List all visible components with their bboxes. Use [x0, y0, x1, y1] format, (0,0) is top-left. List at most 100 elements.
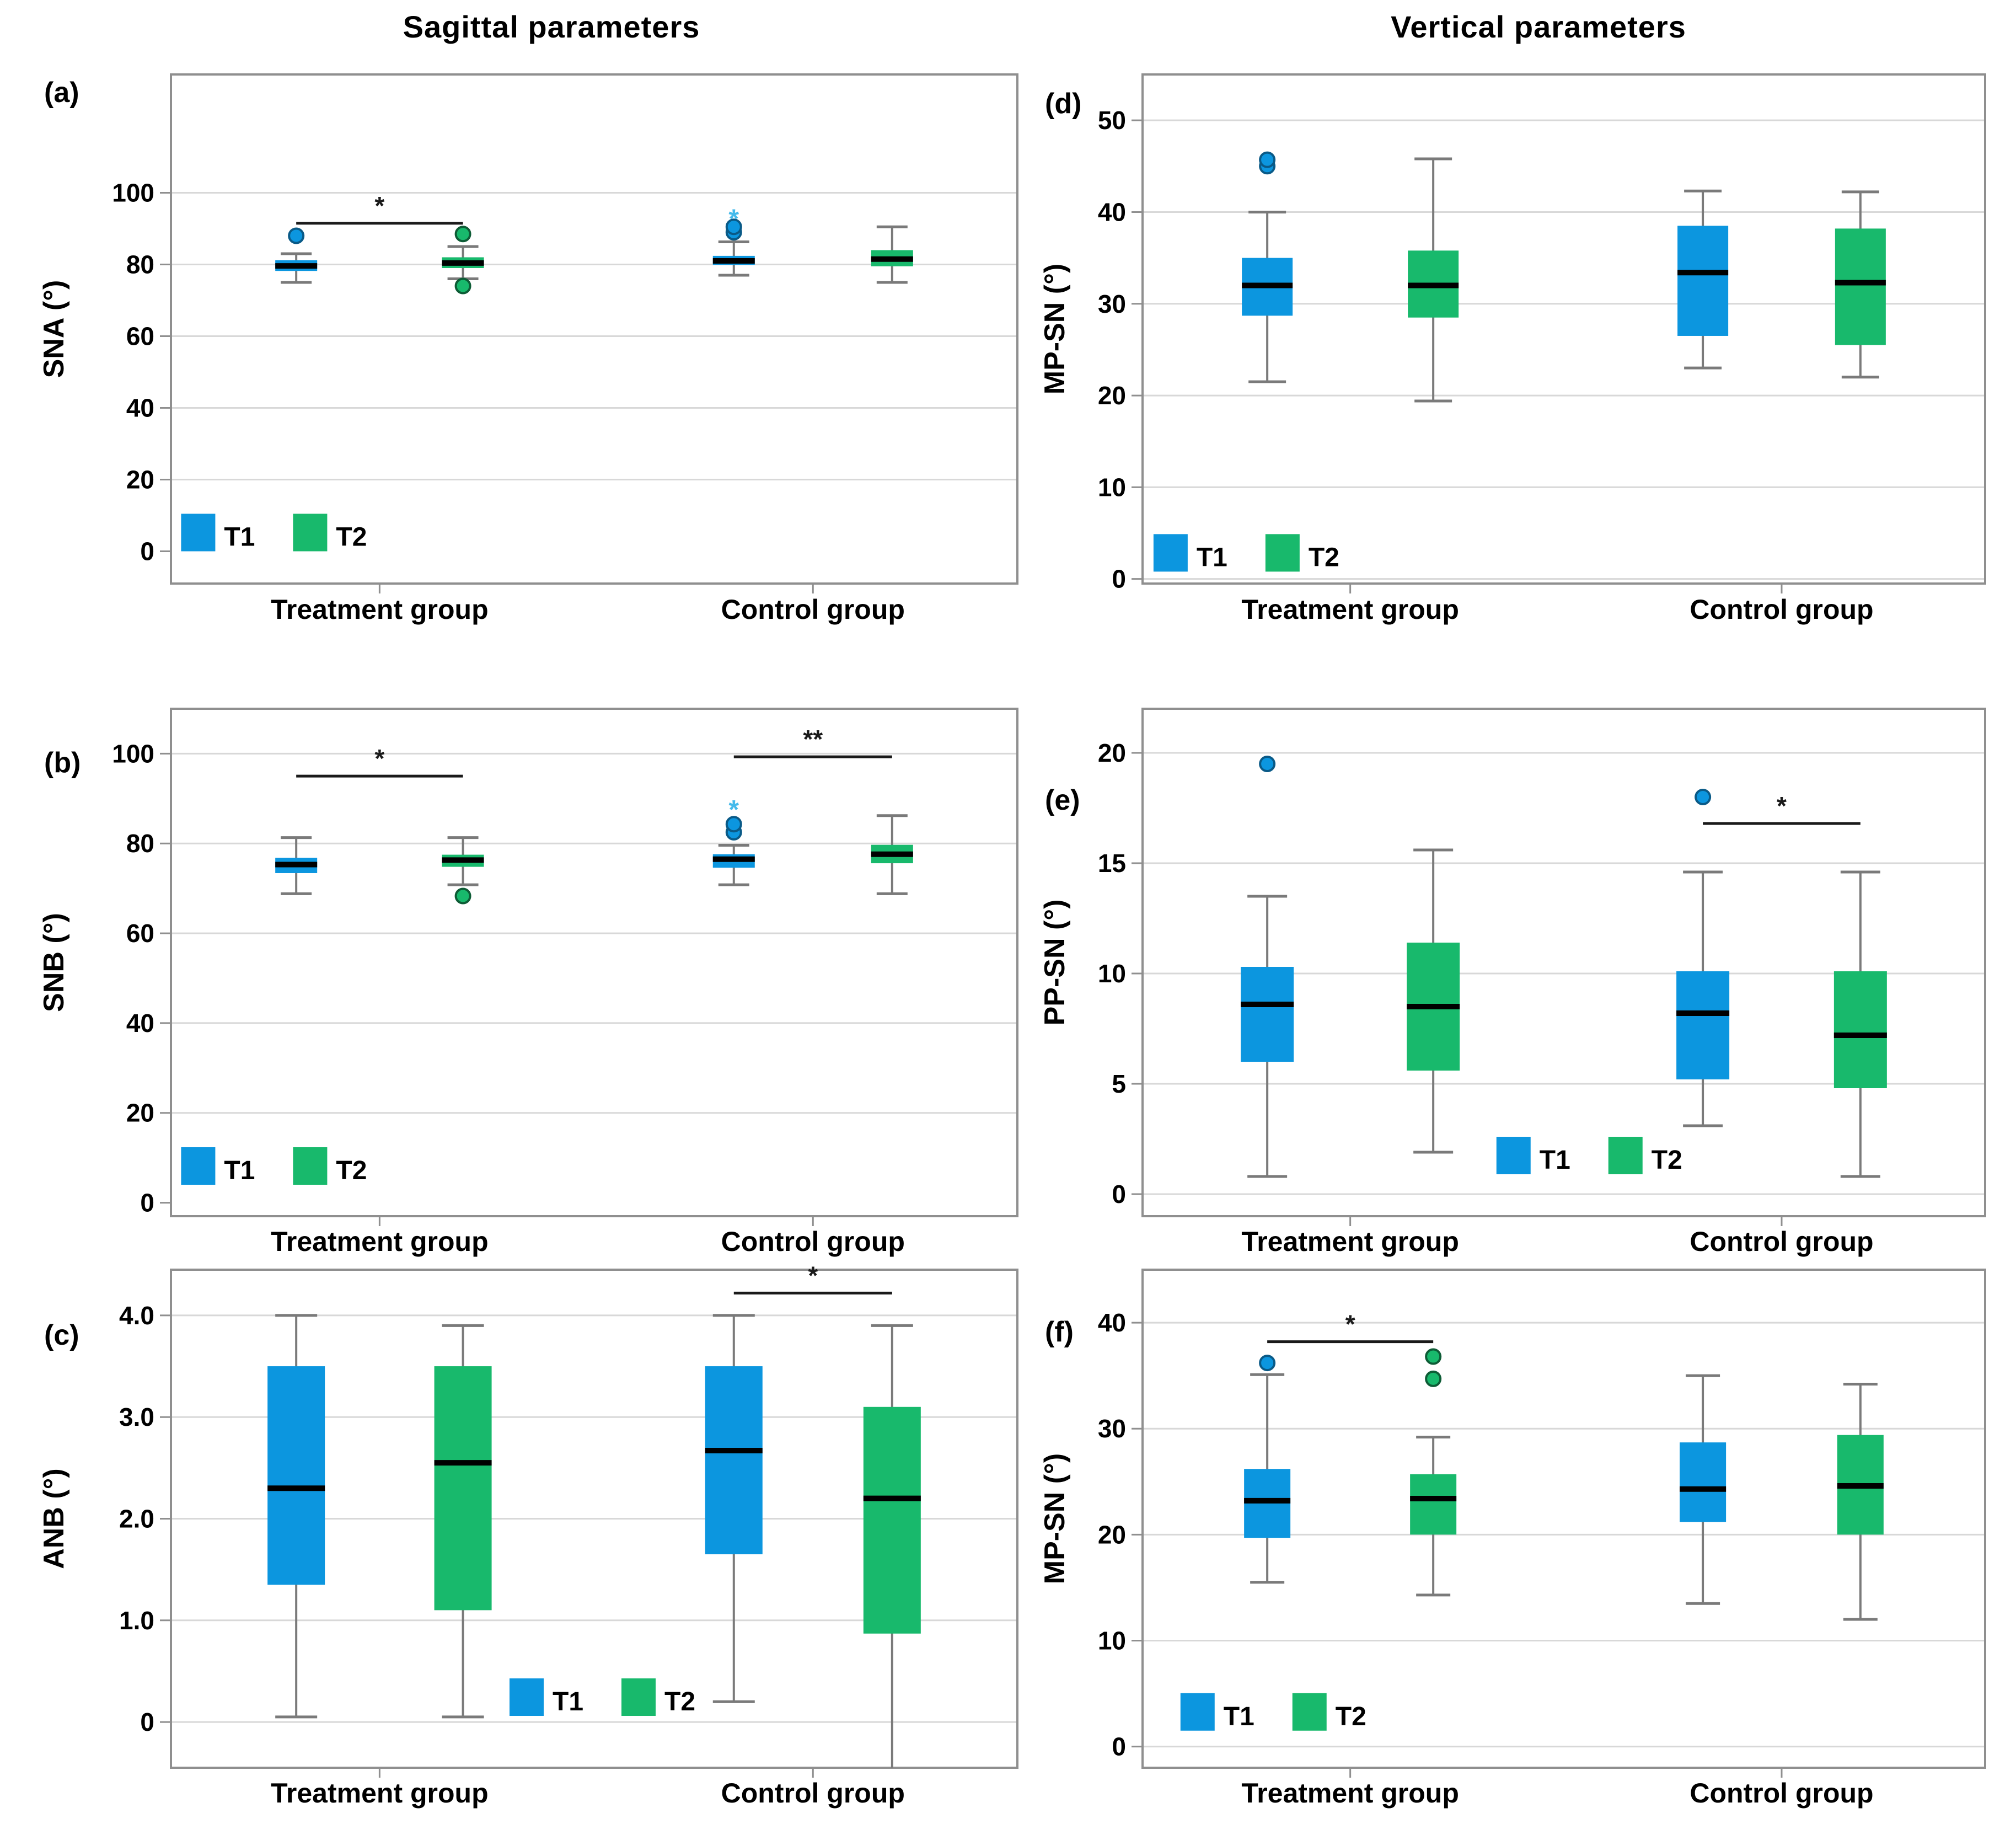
box-t1 [705, 1366, 763, 1554]
panel-letter: (f) [1045, 1316, 1074, 1348]
y-tick-label: 40 [126, 1009, 154, 1037]
group-label: Treatment group [1241, 1226, 1459, 1257]
y-tick-label: 10 [1098, 959, 1126, 988]
outlier-point [1425, 1348, 1442, 1365]
box-t2 [434, 1366, 492, 1611]
y-axis-label: SNB (°) [38, 913, 70, 1012]
y-axis-label: PP-SN (°) [1039, 900, 1071, 1026]
legend-label-t1: T1 [553, 1687, 583, 1716]
y-tick-label: 2.0 [119, 1505, 154, 1533]
column-title-sagittal: Sagittal parameters [403, 9, 700, 44]
group-label: Control group [721, 594, 905, 625]
legend-swatch-t1 [181, 513, 216, 552]
outlier-point [454, 887, 471, 905]
group-label: Control group [1690, 1226, 1873, 1257]
plot-frame [170, 708, 1018, 1217]
legend-swatch-t2 [621, 1678, 656, 1716]
outlier-point [1259, 1355, 1276, 1372]
y-tick-label: 40 [1098, 197, 1126, 226]
y-tick-label: 0 [140, 1708, 154, 1736]
box-t2 [1410, 1474, 1457, 1535]
panel-letter: (b) [44, 747, 81, 779]
legend-label-t1: T1 [224, 523, 255, 552]
y-axis-label: ANB (°) [38, 1468, 70, 1569]
legend-label-t2: T2 [336, 523, 367, 552]
y-axis-label: MP-SN (°) [1039, 264, 1071, 394]
significance-label: * [374, 191, 384, 220]
outlier-point [725, 218, 742, 236]
y-tick-label: 100 [112, 739, 154, 768]
significance-label: * [374, 744, 384, 773]
legend-label-t2: T2 [1336, 1702, 1366, 1731]
box-t1 [267, 1366, 325, 1585]
legend-label-t2: T2 [1309, 543, 1339, 572]
legend-label-t2: T2 [1652, 1146, 1682, 1175]
group-label: Control group [1690, 594, 1873, 625]
legend-swatch-t1 [181, 1147, 216, 1185]
y-tick-label: 100 [112, 179, 154, 207]
legend-swatch-t1 [1496, 1137, 1531, 1174]
outlier-point [1259, 151, 1276, 168]
y-tick-label: 60 [126, 322, 154, 351]
box-t1 [1677, 226, 1729, 336]
panel-letter: (e) [1045, 784, 1080, 816]
y-tick-label: 15 [1098, 849, 1126, 878]
y-tick-label: 20 [1098, 739, 1126, 767]
legend-swatch-t1 [510, 1678, 544, 1716]
y-tick-label: 20 [1098, 1520, 1126, 1549]
box-t1 [1676, 971, 1730, 1079]
group-label: Treatment group [1241, 594, 1459, 625]
y-tick-label: 40 [126, 394, 154, 422]
box-t1 [1680, 1442, 1727, 1522]
significance-label: * [808, 1261, 818, 1290]
legend-label-t1: T1 [1540, 1146, 1570, 1175]
extreme-point: * [728, 795, 739, 825]
group-label: Treatment group [1241, 1778, 1459, 1809]
y-tick-label: 20 [126, 1099, 154, 1127]
y-tick-label: 50 [1098, 106, 1126, 135]
y-tick-label: 0 [1112, 1180, 1126, 1208]
y-tick-label: 5 [1112, 1069, 1126, 1098]
legend-label-t1: T1 [224, 1156, 255, 1185]
legend-label-t1: T1 [1224, 1702, 1254, 1731]
legend-label-t1: T1 [1197, 543, 1227, 572]
y-tick-label: 3.0 [119, 1403, 154, 1431]
y-tick-label: 0 [140, 1189, 154, 1217]
legend-swatch-t1 [1153, 534, 1188, 572]
panel-letter: (a) [44, 77, 79, 109]
legend-swatch-t2 [1608, 1137, 1643, 1174]
outlier-point [288, 227, 305, 244]
y-tick-label: 40 [1098, 1308, 1126, 1337]
y-axis-label: SNA (°) [38, 280, 70, 378]
outlier-point [1425, 1370, 1442, 1387]
panel-letter: (d) [1045, 88, 1081, 120]
box-t1 [1241, 967, 1294, 1062]
y-tick-label: 30 [1098, 290, 1126, 318]
legend-swatch-t1 [1180, 1693, 1215, 1731]
plot-frame [170, 1269, 1018, 1769]
y-tick-label: 30 [1098, 1414, 1126, 1443]
outlier-point [1259, 756, 1276, 772]
outlier-point [1695, 789, 1712, 805]
legend-swatch-t2 [293, 1147, 328, 1185]
group-label: Treatment group [271, 1226, 488, 1257]
box-t2 [1835, 228, 1886, 345]
group-label: Control group [721, 1778, 905, 1809]
plot-frame [1141, 1269, 1986, 1769]
outlier-point [454, 277, 471, 295]
y-tick-label: 4.0 [119, 1301, 154, 1330]
legend-label-t2: T2 [336, 1156, 367, 1185]
group-label: Treatment group [271, 594, 488, 625]
y-tick-label: 0 [140, 537, 154, 566]
box-t2 [863, 1406, 921, 1634]
column-title-vertical: Vertical parameters [1391, 9, 1686, 44]
legend-swatch-t2 [1265, 534, 1300, 572]
y-tick-label: 10 [1098, 473, 1126, 501]
y-tick-label: 80 [126, 250, 154, 279]
y-tick-label: 0 [1112, 1732, 1126, 1761]
y-tick-label: 60 [126, 919, 154, 948]
legend-swatch-t2 [293, 513, 328, 552]
box-t2 [1833, 971, 1887, 1088]
